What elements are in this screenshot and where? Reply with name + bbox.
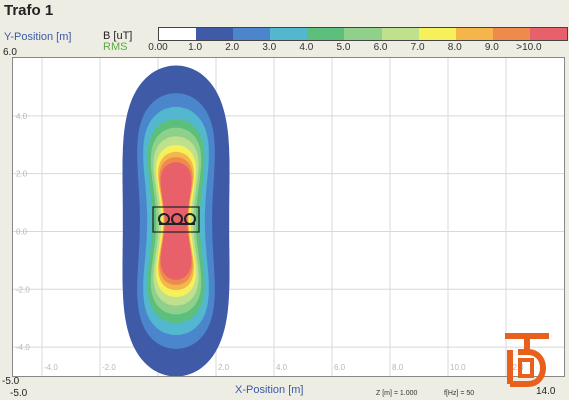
x-tick-label: 6.0 <box>334 363 346 372</box>
y-axis-min: -5.0 <box>2 376 20 387</box>
scale-label: 5.0 <box>336 42 351 53</box>
scale-label: 9.0 <box>484 42 499 53</box>
scale-segment <box>307 28 345 40</box>
scale-segment <box>344 28 382 40</box>
y-tick-label: 2.0 <box>16 170 28 179</box>
scale-segment <box>270 28 308 40</box>
color-scale-labels: 0.00 1.0 2.0 3.0 4.0 5.0 6.0 7.0 8.0 9.0 >10.0 <box>147 42 567 54</box>
x-tick-label: 12.0 <box>508 363 524 372</box>
scale-segment <box>492 28 530 40</box>
scale-label: 8.0 <box>447 42 462 53</box>
y-tick-label: 4.0 <box>16 112 28 121</box>
x-tick-label: -2.0 <box>102 363 116 372</box>
scale-segment <box>418 28 456 40</box>
scale-label: >10.0 <box>516 42 542 53</box>
y-tick-label: -4.0 <box>16 343 30 352</box>
scale-label: 1.0 <box>188 42 203 53</box>
x-tick-label: 2.0 <box>218 363 230 372</box>
rms-label: RMS <box>103 41 128 53</box>
scale-label: 2.0 <box>225 42 240 53</box>
field-plot-svg: -4.0-2.00.02.04.06.08.010.012.04.02.00.0… <box>13 58 564 377</box>
field-plot[interactable]: -4.0-2.00.02.04.06.08.010.012.04.02.00.0… <box>12 57 565 377</box>
scale-label: 6.0 <box>373 42 388 53</box>
scale-segment <box>159 28 197 40</box>
z-height-readout: Z [m] = 1.000 <box>376 390 418 397</box>
scale-label: 0.00 <box>148 42 168 53</box>
y-tick-label: -2.0 <box>16 285 30 294</box>
x-tick-label: 8.0 <box>392 363 404 372</box>
y-axis-label: Y-Position [m] <box>4 31 72 43</box>
scale-segment <box>196 28 234 40</box>
x-axis-min: -5.0 <box>10 388 28 399</box>
x-tick-label: 10.0 <box>450 363 466 372</box>
x-tick-label: 4.0 <box>276 363 288 372</box>
contour-band <box>160 162 192 280</box>
x-axis-label: X-Position [m] <box>235 384 304 396</box>
company-logo-icon <box>502 330 552 392</box>
field-contours <box>122 65 230 377</box>
scale-label: 3.0 <box>262 42 277 53</box>
scale-label: 7.0 <box>410 42 425 53</box>
scale-segment <box>381 28 419 40</box>
field-unit-label: B [uT] <box>103 30 133 42</box>
scale-label: 4.0 <box>299 42 314 53</box>
scale-segment <box>529 28 568 40</box>
x-axis-max: 14.0 <box>536 386 556 397</box>
y-axis-max: 6.0 <box>3 47 17 58</box>
plot-grid <box>13 58 564 376</box>
window-title: Trafo 1 <box>4 2 54 19</box>
scale-segment <box>233 28 271 40</box>
x-tick-label: -4.0 <box>44 363 58 372</box>
y-tick-label: 0.0 <box>16 227 28 236</box>
transformer-symbol <box>152 206 200 233</box>
frequency-readout: f[Hz] = 50 <box>444 390 475 397</box>
color-scale-bar <box>158 27 568 41</box>
scale-segment <box>455 28 493 40</box>
